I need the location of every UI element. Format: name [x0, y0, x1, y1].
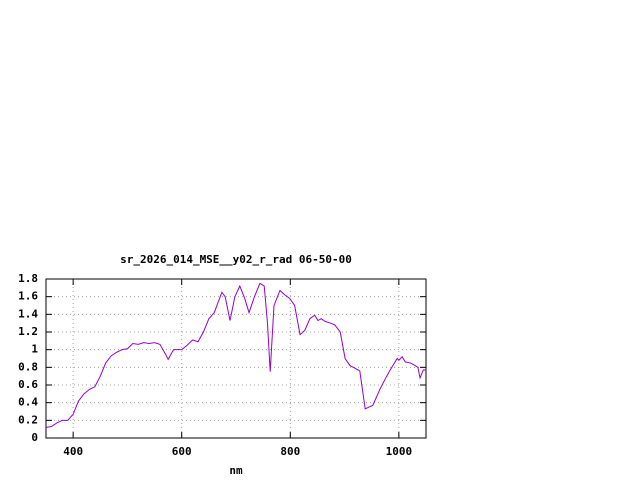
x-tick-label: 400: [63, 445, 83, 458]
data-line: [45, 282, 426, 428]
y-tick-label: 1: [31, 343, 38, 356]
y-tick-label: 1.8: [18, 272, 38, 285]
x-tick-label: 600: [172, 445, 192, 458]
x-axis-label: nm: [229, 464, 243, 477]
y-tick-label: 1.4: [18, 307, 38, 320]
chart-title: sr_2026_014_MSE__y02_r_rad 06-50-00: [120, 253, 352, 266]
y-tick-label: 1.2: [18, 325, 38, 338]
y-tick-label: 0.2: [18, 413, 38, 426]
x-tick-label: 800: [280, 445, 300, 458]
y-tick-label: 0.6: [18, 378, 38, 391]
plot-frame: [45, 278, 427, 439]
y-tick-label: 1.6: [18, 290, 38, 303]
y-tick-label: 0.4: [18, 396, 38, 409]
y-tick-label: 0: [31, 431, 38, 444]
y-tick-label: 0.8: [18, 360, 38, 373]
x-tick-label: 1000: [386, 445, 413, 458]
